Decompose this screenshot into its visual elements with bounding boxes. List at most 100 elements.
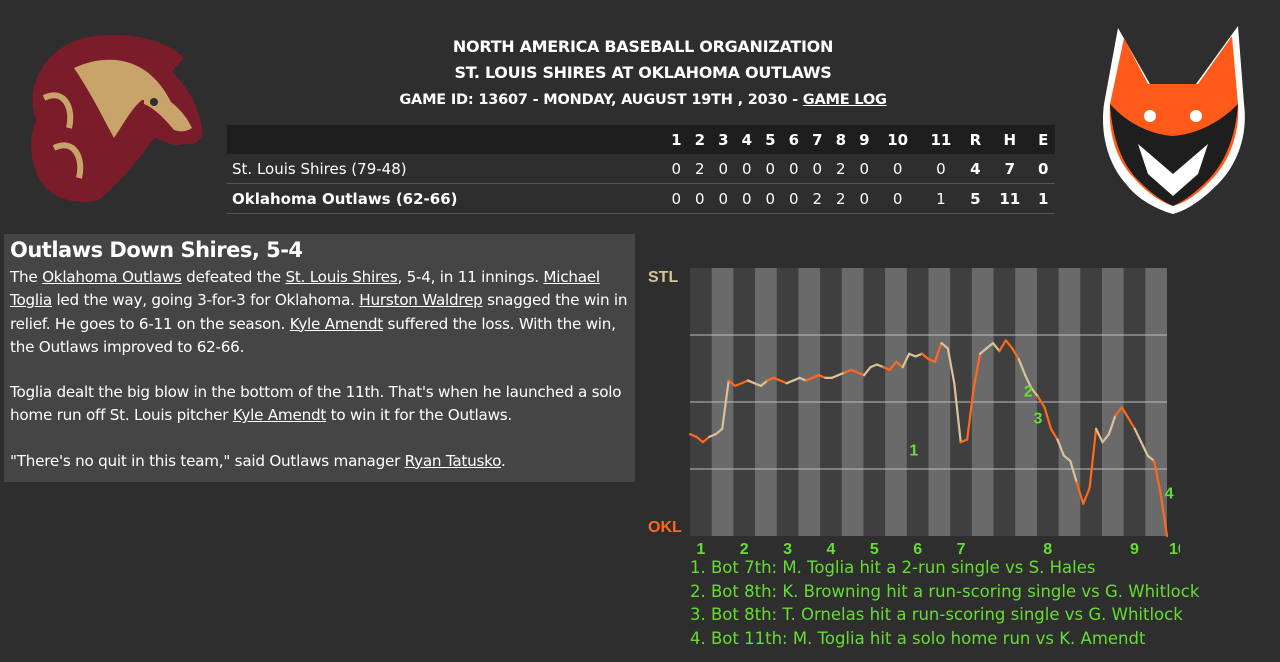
inning-score: 0 [664, 183, 689, 214]
win-prob-segment [695, 435, 704, 444]
inning-score: 0 [758, 154, 783, 184]
win-prob-segment [972, 352, 982, 390]
win-prob-segment [701, 435, 711, 444]
team-name: St. Louis Shires (79-48) [227, 154, 665, 184]
win-prob-segment [966, 387, 975, 441]
win-prob-segment [740, 379, 750, 385]
inning-header: 10 [876, 125, 920, 154]
player-link-amendt[interactable]: Kyle Amendt [289, 314, 383, 333]
legend-item: 1. Bot 7th: M. Toglia hit a 2-run single… [690, 558, 1096, 577]
linescore-header-row: 1 2 3 4 5 6 7 8 9 10 11 R H E [227, 125, 1055, 154]
win-prob-segment [1043, 406, 1053, 430]
win-prob-segment [817, 374, 827, 379]
key-play-marker: 2 [1024, 384, 1033, 401]
player-link-toglia[interactable]: Michael Toglia [10, 268, 600, 310]
inning-header: 2 [688, 125, 712, 154]
inning-score: 0 [919, 154, 963, 184]
inning-score: 0 [782, 183, 806, 214]
win-prob-segment [837, 371, 846, 377]
team-row: Oklahoma Outlaws (62-66) 0 0 0 0 0 0 2 2 0 0 1 5 11 1 [227, 183, 1055, 214]
inning-score: 1 [919, 183, 963, 214]
inning-tick-label: 6 [913, 541, 922, 558]
win-prob-segment [1004, 339, 1014, 350]
win-prob-segment [1075, 481, 1085, 505]
key-play-marker: 3 [1033, 410, 1042, 427]
win-prob-segment [1120, 406, 1130, 420]
inning-tick-label: 7 [957, 541, 966, 558]
win-prob-segment [1024, 374, 1033, 390]
win-prob-segment [688, 433, 698, 438]
game-recap: Outlaws Down Shires, 5-4 The Oklahoma Ou… [4, 234, 635, 482]
win-prob-segment [959, 438, 969, 444]
win-prob-segment [1159, 492, 1169, 538]
win-prob-segment [753, 382, 763, 388]
win-prob-segment [766, 376, 775, 382]
win-prob-segment [908, 352, 917, 358]
win-prob-segment [946, 347, 956, 385]
win-prob-segment [869, 363, 879, 369]
inning-score: 0 [758, 183, 783, 214]
win-prob-segment [785, 379, 795, 385]
team-link-outlaws[interactable]: Oklahoma Outlaws [42, 268, 182, 286]
inning-tick-label: 1 [696, 541, 705, 558]
text: suffered the loss. With the win, the Out… [10, 314, 616, 356]
total-h: 11 [988, 183, 1032, 214]
legend-item: 4. Bot 11th: M. Toglia hit a solo home r… [690, 628, 1146, 648]
win-prob-segment [830, 374, 840, 379]
total-h: 7 [988, 154, 1032, 184]
team-row: St. Louis Shires (79-48) 0 2 0 0 0 0 0 2 0 0 0 4 7 0 [227, 154, 1055, 184]
win-prob-segment [920, 352, 930, 361]
win-prob-segment [1082, 486, 1091, 505]
legend-item: 3. Bot 8th: T. Ornelas hit a run-scoring… [690, 605, 1183, 624]
inning-score: 0 [805, 154, 830, 184]
inning-score: 0 [688, 183, 712, 214]
legend-item: 2. Bot 8th: K. Browning hit a run-scorin… [690, 581, 1200, 601]
game-header: NORTH AMERICA BASEBALL ORGANIZATION ST. … [228, 34, 1058, 108]
team-name: Oklahoma Outlaws (62-66) [227, 183, 665, 214]
inning-score: 2 [829, 183, 853, 214]
player-link-amendt-2[interactable]: Kyle Amendt [232, 406, 327, 425]
text: The [10, 268, 43, 286]
inning-header: 9 [852, 125, 877, 154]
win-prob-segment [708, 433, 717, 438]
team-link-shires[interactable]: St. Louis Shires [285, 268, 398, 286]
game-log-link[interactable]: GAME LOG [802, 92, 887, 108]
win-prob-segment [953, 382, 962, 444]
win-prob-segment [1030, 387, 1040, 398]
text: led the way, going 3-for-3 for Oklahoma. [51, 291, 360, 310]
inning-header: 11 [919, 125, 963, 154]
win-prob-segment [875, 363, 885, 369]
win-probability-chart: STLOKL12345678910111234 [648, 268, 1180, 558]
win-prob-segment [798, 376, 808, 382]
text: defeated the [181, 268, 286, 286]
inning-tick-label: 10 [1169, 541, 1180, 558]
horse-logo [31, 34, 203, 202]
inning-tick-label: 4 [826, 541, 835, 558]
win-prob-segment [721, 379, 730, 430]
inning-tick-label: 2 [740, 541, 749, 558]
win-prob-segment [1114, 406, 1123, 417]
recap-paragraph-3: "There's no quit in this team," said Out… [10, 450, 629, 473]
total-header-h: H [988, 125, 1032, 154]
win-prob-segment [927, 358, 937, 363]
inning-header: 5 [758, 125, 783, 154]
inning-score: 0 [876, 154, 920, 184]
win-prob-segment [1146, 454, 1156, 463]
win-prob-segment [1107, 414, 1117, 436]
inning-score: 0 [711, 183, 736, 214]
win-prob-segment [895, 360, 904, 369]
fox-logo [1102, 26, 1245, 214]
key-play-marker: 1 [909, 443, 918, 460]
win-prob-segment [1062, 454, 1072, 463]
text: , 5-4, in 11 innings. [397, 268, 544, 286]
manager-link-tatusko[interactable]: Ryan Tatusko [404, 451, 502, 470]
player-link-waldrep[interactable]: Hurston Waldrep [359, 291, 483, 310]
win-prob-segment [792, 376, 801, 382]
win-prob-segment [1017, 358, 1027, 377]
win-prob-segment [727, 379, 737, 388]
text: to win it for the Outlaws. [326, 406, 513, 425]
win-prob-segment [978, 347, 988, 355]
recap-headline: Outlaws Down Shires, 5-4 [10, 238, 303, 262]
inning-score: 2 [829, 154, 853, 184]
win-prob-segment [901, 352, 911, 369]
